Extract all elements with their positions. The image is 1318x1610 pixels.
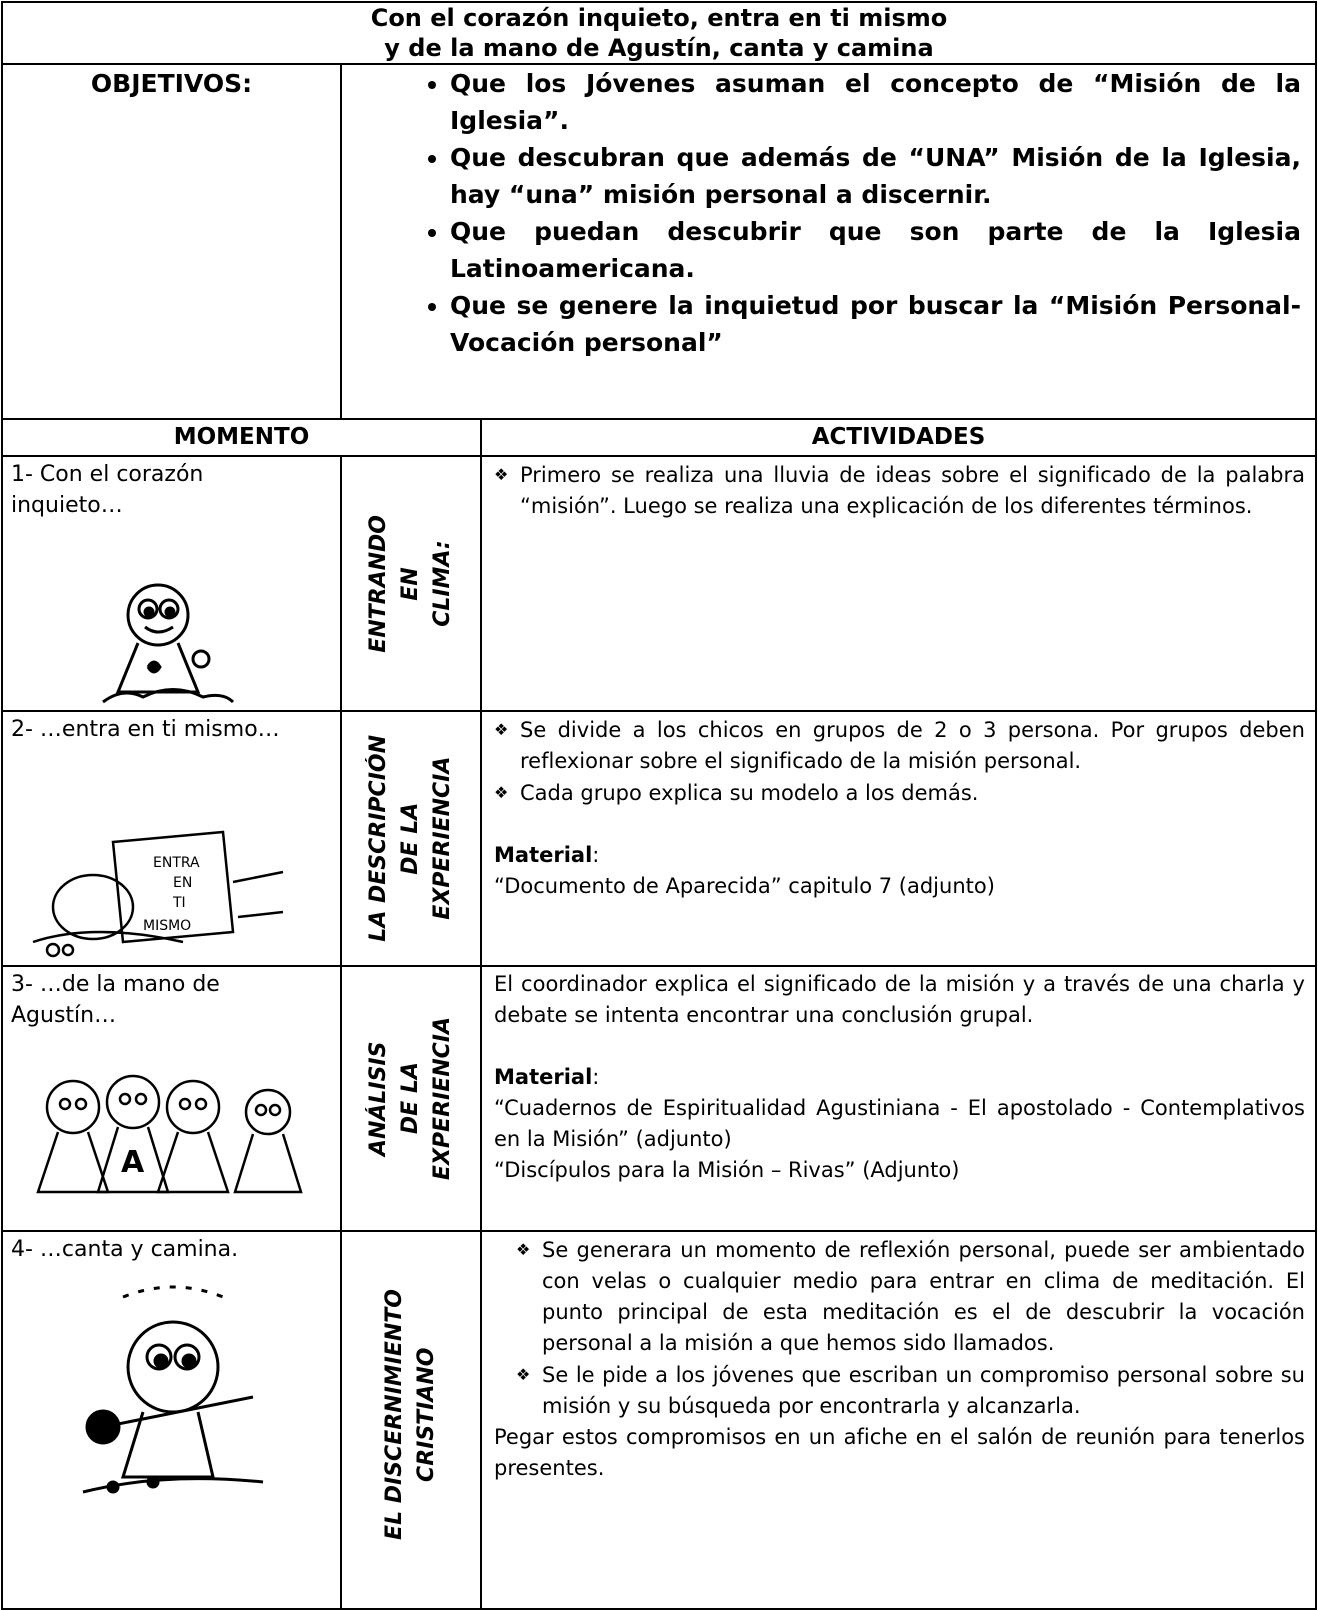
objectives-cell: Que los Jóvenes asuman el concepto de “M… xyxy=(340,63,1317,420)
material-item: “Cuadernos de Espiritualidad Agustiniana… xyxy=(494,1096,1305,1151)
objective: Que puedan descubrir que son parte de la… xyxy=(450,213,1301,287)
activity-text: Pegar estos compromisos en un afiche en … xyxy=(494,1425,1305,1480)
stage-line: DE LA xyxy=(398,1062,423,1135)
stage-line: CRISTIANO xyxy=(414,1347,439,1482)
header-moment: MOMENTO xyxy=(173,424,310,450)
activities-cell: Se divide a los chicos en grupos de 2 o … xyxy=(480,710,1317,967)
stage-line: CLIMA: xyxy=(430,540,455,627)
illustration xyxy=(82,1285,264,1494)
activities-cell: El coordinador explica el significado de… xyxy=(480,965,1317,1232)
moment-cell: 2- …entra en ti mismo… ENTRA EN TI MISMO xyxy=(1,710,342,967)
svg-text:A: A xyxy=(121,1145,145,1180)
material-item: “Documento de Aparecida” capitulo 7 (adj… xyxy=(494,874,995,898)
moment-text: 2- …entra en ti mismo… xyxy=(11,717,280,742)
illustration xyxy=(102,583,235,704)
stage-line: EN xyxy=(398,566,423,601)
moment-cell: 3- …de la mano de Agustín… A xyxy=(1,965,342,1232)
material-item: “Discípulos para la Misión – Rivas” (Adj… xyxy=(494,1158,960,1182)
material-heading: Material: xyxy=(494,1062,1305,1093)
objectives-label-cell: OBJETIVOS: xyxy=(1,63,342,420)
activity-bullet: Primero se realiza una lluvia de ideas s… xyxy=(494,459,1305,522)
header-cell: MOMENTO xyxy=(1,418,482,457)
stage-line: ENTRANDO xyxy=(366,514,391,653)
svg-text:EN: EN xyxy=(173,875,192,891)
stage-cell: LA DESCRIPCIÓN DE LA EXPERIENCIA xyxy=(340,710,482,967)
svg-text:MISMO: MISMO xyxy=(143,918,191,934)
title-line: y de la mano de Agustín, canta y camina xyxy=(384,34,934,62)
stage-label: ANÁLISIS DE LA EXPERIENCIA xyxy=(363,1017,459,1180)
objective: Que se genere la inquietud por buscar la… xyxy=(450,287,1301,361)
stage-line: ANÁLISIS xyxy=(366,1041,391,1156)
material-colon: : xyxy=(592,843,600,867)
stage-cell: EL DISCERNIMIENTO CRISTIANO xyxy=(340,1230,482,1610)
material-heading: Material: xyxy=(494,840,1305,871)
moment-cell: 1- Con el corazón inquieto… xyxy=(1,455,342,712)
stage-cell: ANÁLISIS DE LA EXPERIENCIA xyxy=(340,965,482,1232)
activities-cell: Se generara un momento de reflexión pers… xyxy=(480,1230,1317,1610)
illustration: ENTRA EN TI MISMO xyxy=(32,830,284,958)
stage-line: LA DESCRIPCIÓN xyxy=(366,735,391,942)
material-label: Material xyxy=(494,1065,593,1089)
svg-text:ENTRA: ENTRA xyxy=(153,855,200,871)
stage-line: EL DISCERNIMIENTO xyxy=(382,1289,407,1540)
header-cell: ACTIVIDADES xyxy=(480,418,1317,457)
stage-line: EXPERIENCIA xyxy=(430,1016,455,1181)
header-activities: ACTIVIDADES xyxy=(811,424,986,450)
objectives-list: Que los Jóvenes asuman el concepto de “M… xyxy=(342,65,1315,361)
stage-label: EL DISCERNIMIENTO CRISTIANO xyxy=(379,1289,443,1540)
activities-cell: Primero se realiza una lluvia de ideas s… xyxy=(480,455,1317,712)
moment-text: 4- …canta y camina. xyxy=(11,1237,239,1262)
moment-text: 1- Con el corazón inquieto… xyxy=(11,462,204,518)
activity-bullet: Se le pide a los jóvenes que escriban un… xyxy=(516,1359,1305,1422)
objective: Que descubran que además de “UNA” Misión… xyxy=(450,139,1301,213)
illustration: A xyxy=(36,1074,303,1194)
svg-text:TI: TI xyxy=(172,895,186,911)
stage-label: LA DESCRIPCIÓN DE LA EXPERIENCIA xyxy=(363,735,459,942)
stage-cell: ENTRANDO EN CLIMA: xyxy=(340,455,482,712)
activity-bullets: Se generara un momento de reflexión pers… xyxy=(494,1234,1305,1422)
activity-bullet: Se generara un momento de reflexión pers… xyxy=(516,1234,1305,1359)
stage-label: ENTRANDO EN CLIMA: xyxy=(363,515,459,653)
title-line: Con el corazón inquieto, entra en ti mis… xyxy=(370,4,948,32)
stage-line: EXPERIENCIA xyxy=(430,756,455,921)
activity-text: El coordinador explica el significado de… xyxy=(494,972,1305,1027)
material-colon: : xyxy=(592,1065,600,1089)
objective: Que los Jóvenes asuman el concepto de “M… xyxy=(450,65,1301,139)
title-cell: Con el corazón inquieto, entra en ti mis… xyxy=(1,1,1317,65)
moment-cell: 4- …canta y camina. xyxy=(1,1230,342,1610)
material-label: Material xyxy=(494,843,593,867)
moment-text: 3- …de la mano de Agustín… xyxy=(11,972,220,1028)
activity-bullet: Se divide a los chicos en grupos de 2 o … xyxy=(494,714,1305,777)
objectives-label: OBJETIVOS: xyxy=(90,69,253,98)
stage-line: DE LA xyxy=(398,802,423,875)
activity-bullet: Cada grupo explica su modelo a los demás… xyxy=(494,777,1305,809)
